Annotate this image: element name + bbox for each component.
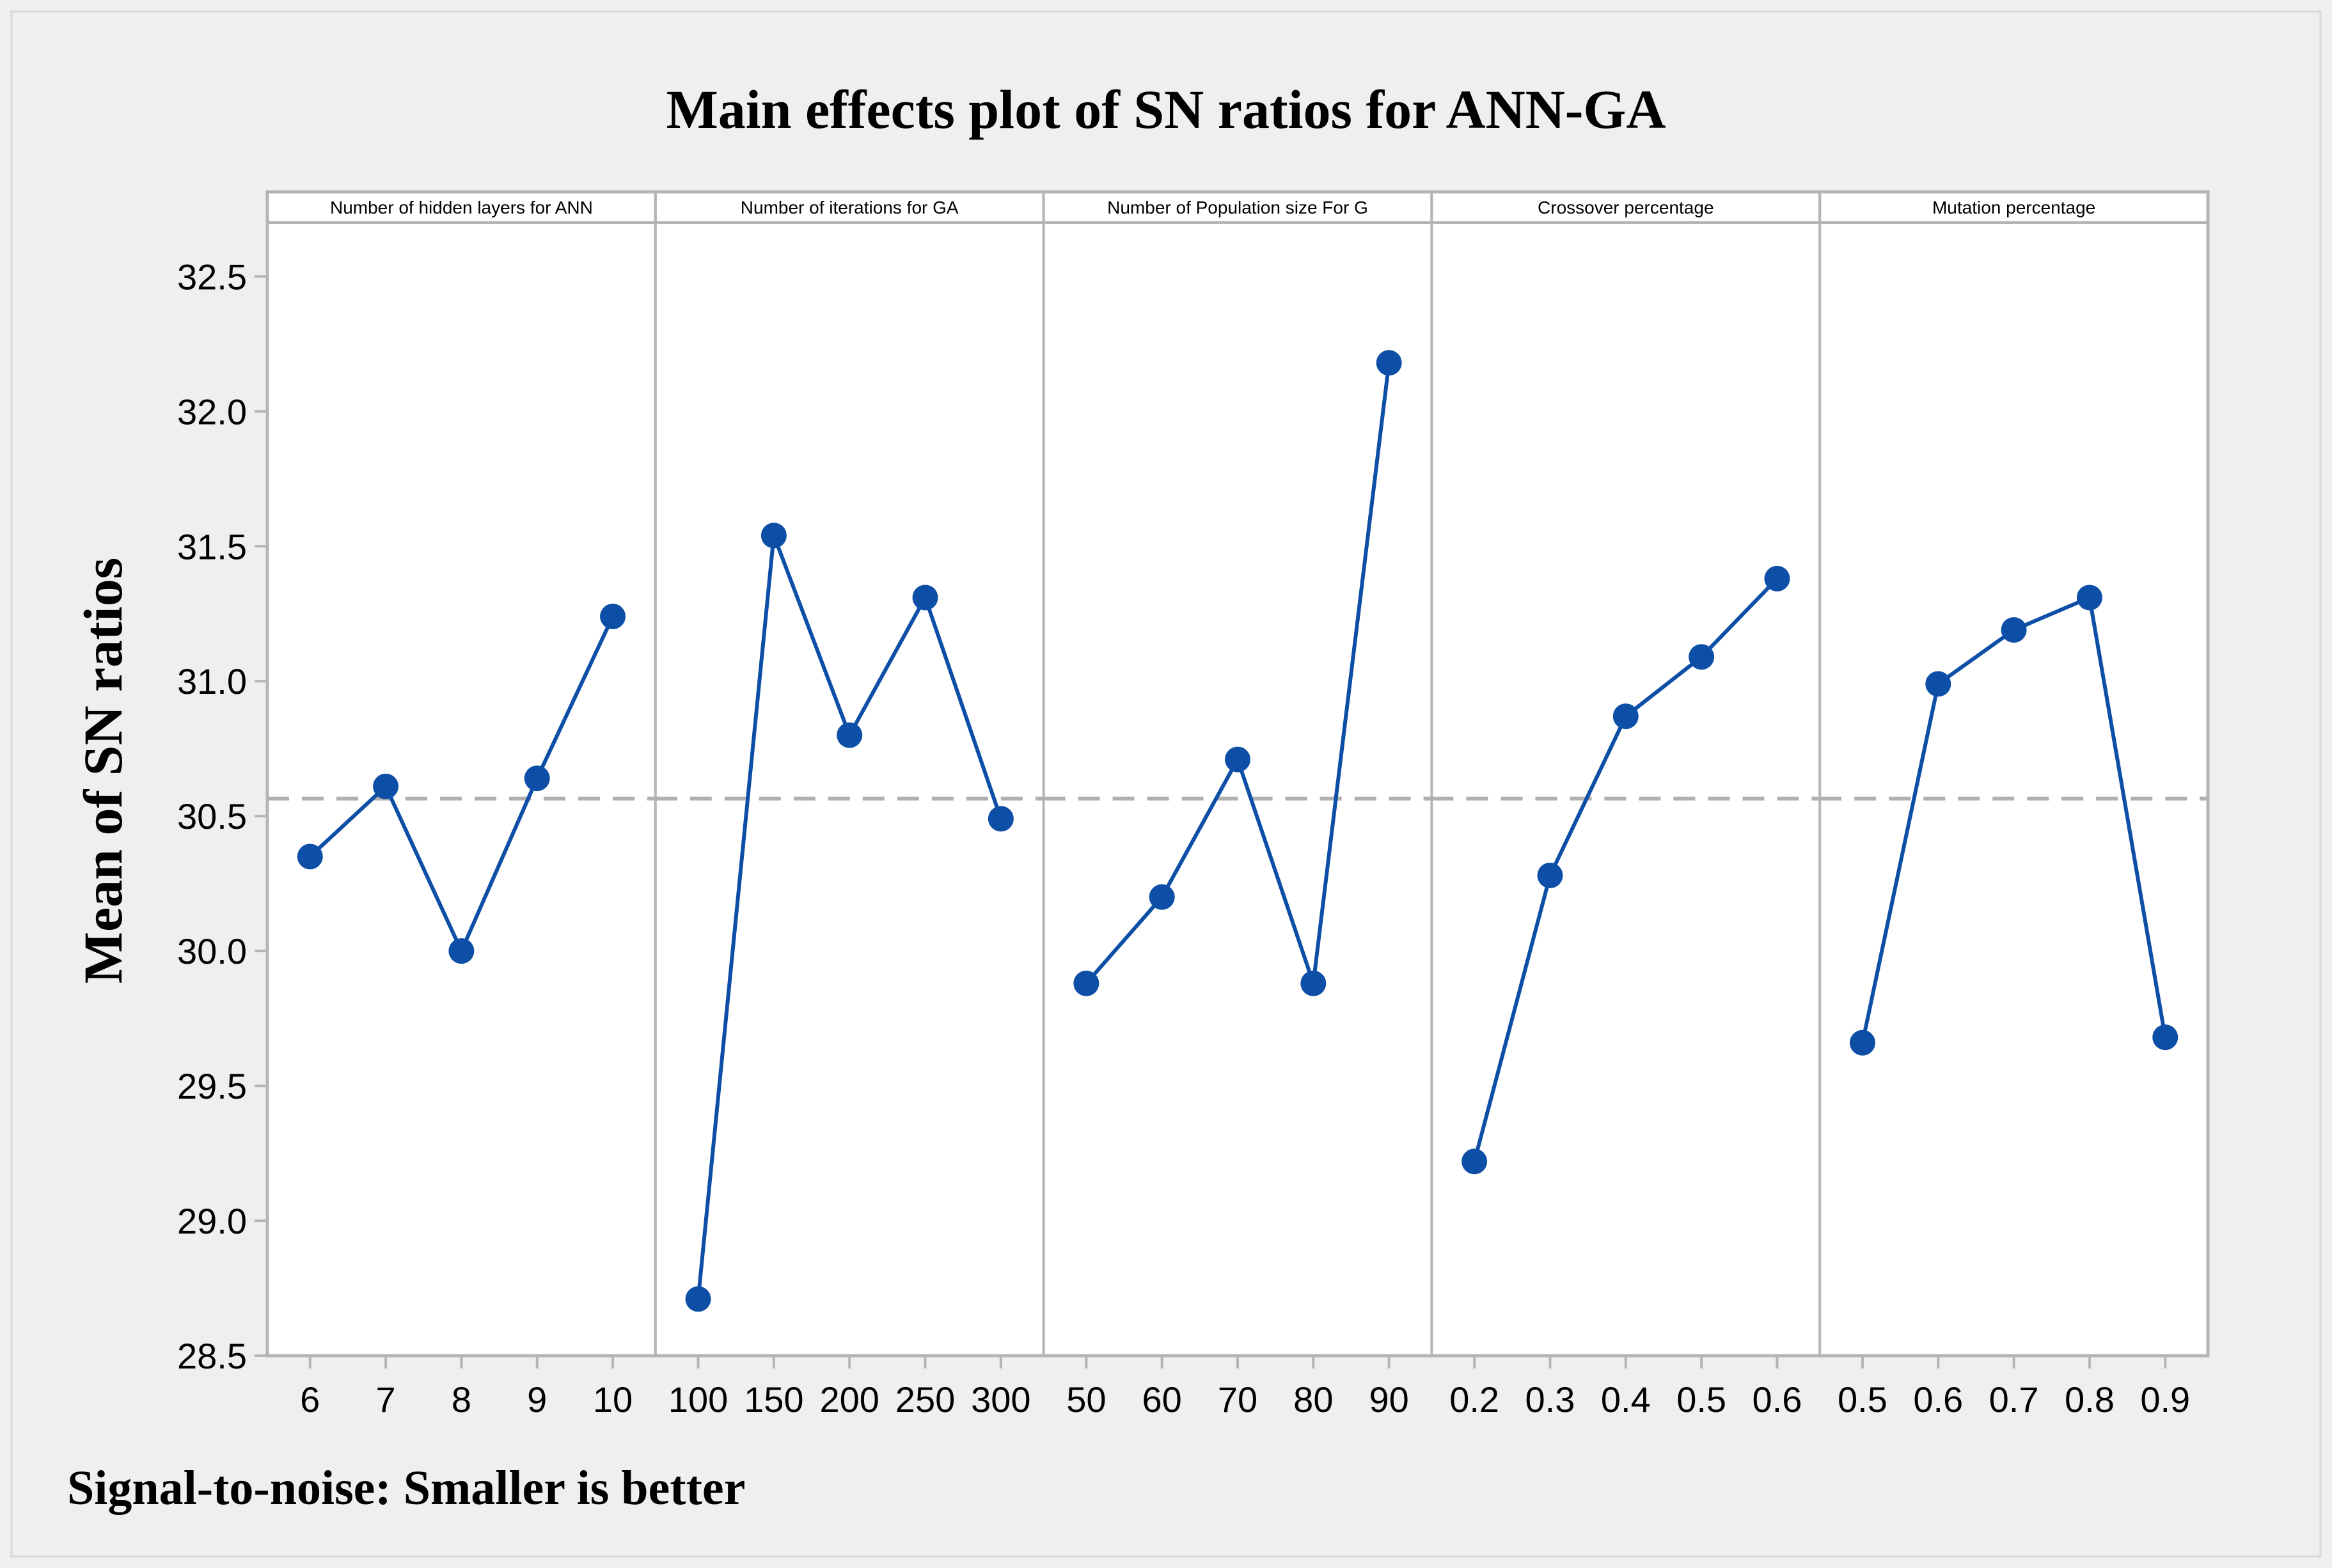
panel-2: Number of iterations for GA — [654, 191, 1045, 1356]
x-tick-label: 300 — [971, 1379, 1030, 1420]
x-tick-label: 80 — [1293, 1379, 1333, 1420]
x-tick-label: 10 — [593, 1379, 633, 1420]
data-point — [448, 938, 475, 964]
data-point — [760, 522, 787, 549]
plot-area — [267, 192, 2208, 1356]
x-tick-label: 0.6 — [1913, 1379, 1963, 1420]
x-tick-label: 9 — [527, 1379, 547, 1420]
x-tick-label: 0.5 — [1676, 1379, 1726, 1420]
y-tick-label: 30.0 — [177, 931, 247, 971]
y-tick-label: 32.5 — [177, 256, 247, 297]
panel-title: Number of iterations for GA — [741, 198, 959, 217]
data-point — [373, 773, 399, 799]
x-tick-label: 7 — [375, 1379, 395, 1420]
data-point — [1537, 863, 1563, 889]
panel-5: Mutation percentage — [1818, 191, 2209, 1356]
data-point — [1925, 671, 1951, 697]
x-tick-label: 0.9 — [2140, 1379, 2190, 1420]
data-point — [1225, 746, 1250, 772]
x-tick-label: 60 — [1142, 1379, 1182, 1420]
x-tick-label: 200 — [819, 1379, 879, 1420]
data-point — [1461, 1149, 1488, 1175]
x-tick-label: 0.4 — [1601, 1379, 1651, 1420]
series-layer — [297, 350, 2178, 1312]
panel-1: Number of hidden layers for ANN — [266, 191, 657, 224]
data-point — [1073, 970, 1099, 996]
x-tick-label: 0.7 — [1989, 1379, 2039, 1420]
y-axis: 28.5 29.0 29.5 30.0 30.5 31.0 31.5 32.0 32.5 — [177, 256, 267, 1376]
y-tick-label: 31.0 — [177, 661, 247, 702]
x-tick-label: 70 — [1218, 1379, 1257, 1420]
chart-title: Main effects plot of SN ratios for ANN-G… — [666, 79, 1666, 140]
y-tick-label: 29.0 — [177, 1201, 247, 1241]
x-tick-label: 0.3 — [1525, 1379, 1575, 1420]
x-tick-label: 0.2 — [1449, 1379, 1499, 1420]
data-point — [837, 722, 863, 748]
data-point — [2152, 1024, 2178, 1051]
x-tick-label: 0.8 — [2065, 1379, 2115, 1420]
data-point — [600, 603, 626, 629]
y-tick-label: 28.5 — [177, 1336, 247, 1376]
x-tick-label: 250 — [895, 1379, 955, 1420]
data-point — [524, 765, 550, 792]
plot-frame — [265, 190, 2210, 1358]
data-point — [1849, 1030, 1875, 1056]
data-point — [1300, 970, 1327, 996]
x-tick-label: 150 — [744, 1379, 803, 1420]
x-tick-label: 0.6 — [1753, 1379, 1802, 1420]
data-point — [1612, 703, 1639, 730]
x-tick-label: 8 — [452, 1379, 471, 1420]
x-tick-label: 6 — [300, 1379, 320, 1420]
x-tick-label: 0.5 — [1838, 1379, 1887, 1420]
y-tick-label: 30.5 — [177, 796, 247, 836]
data-point — [2001, 617, 2027, 643]
y-axis-label: Mean of SN ratios — [72, 558, 134, 984]
panel-title: Mutation percentage — [1932, 198, 2095, 217]
data-point — [988, 806, 1014, 832]
y-tick-label: 31.5 — [177, 526, 247, 567]
y-tick-label: 32.0 — [177, 391, 247, 432]
data-point — [912, 584, 938, 611]
x-tick-label: 50 — [1066, 1379, 1106, 1420]
data-point — [1376, 350, 1402, 376]
data-point — [1764, 565, 1790, 592]
x-tick-label: 100 — [668, 1379, 728, 1420]
x-axis: 6 7 8 9 10 100 150 200 250 300 50 60 70 80 90 0.2 0.3 0.4… — [300, 1356, 2190, 1420]
data-point — [297, 843, 323, 870]
data-point — [1149, 884, 1175, 910]
y-tick-label: 29.5 — [177, 1066, 247, 1106]
data-point — [2076, 584, 2102, 611]
panels: Number of hidden layers for ANN Number of… — [266, 191, 2209, 1356]
footnote: Signal-to-noise: Smaller is better — [67, 1461, 745, 1515]
panel-3: Number of Population size For G — [1042, 191, 1433, 1356]
x-tick-label: 90 — [1369, 1379, 1409, 1420]
panel-title: Number of hidden layers for ANN — [330, 198, 593, 217]
panel-4: Crossover percentage — [1430, 191, 1822, 1356]
data-point — [1689, 644, 1715, 670]
panel-title: Crossover percentage — [1538, 198, 1714, 217]
panel-header — [1042, 191, 1433, 224]
data-point — [685, 1286, 711, 1312]
panel-title: Number of Population size For G — [1107, 198, 1368, 217]
